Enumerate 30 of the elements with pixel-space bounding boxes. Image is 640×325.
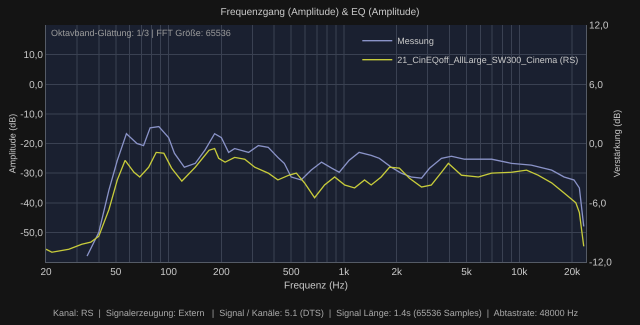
y2-tick-label: -6,0 <box>589 198 607 210</box>
legend-label: Messung <box>397 36 434 46</box>
y-tick-label: -20,0 <box>20 139 44 150</box>
y-tick-label: 0,0 <box>29 80 44 91</box>
y-tick-label: 10,0 <box>24 50 44 62</box>
x-tick-label: 20k <box>564 267 582 278</box>
y-tick-label: -40,0 <box>20 198 44 210</box>
x-tick-label: 20 <box>40 267 52 278</box>
legend-label: 21_CinEQoff_AllLarge_SW300_Cinema (RS) <box>397 55 578 66</box>
y2-tick-label: 6,0 <box>589 80 604 91</box>
y-tick-label: -10,0 <box>20 109 44 120</box>
y2-tick-label: -12,0 <box>589 258 612 268</box>
y-tick-label: -50,0 <box>20 228 44 239</box>
y2-axis-title: Verstärkung (dB) <box>612 110 622 178</box>
annotation: Oktavband-Glättung: 1/3 | FFT Größe: 65536 <box>51 28 231 38</box>
text: Kanal: RS | Signalerzeugung: Extern | Signal / Kanäle: 5.1 (DTS) | Signal Länge: 1.4s (65536 Samples) | Abtastrate: 48000 Hz <box>53 308 579 318</box>
x-tick-label: 5k <box>461 267 473 278</box>
y-axis-title: Amplitude (dB) <box>8 114 18 174</box>
x-tick-label: 200 <box>213 267 230 278</box>
x-tick-label: 100 <box>160 267 178 278</box>
y2-tick-label: 0,0 <box>589 139 604 150</box>
x-axis-title: Frequenz (Hz) <box>284 280 348 292</box>
x-tick-label: 10k <box>511 267 528 278</box>
x-tick-label: 1k <box>338 267 350 278</box>
x-tick-label: 2k <box>391 267 404 278</box>
y2-tick-label: 12,0 <box>589 20 609 32</box>
y-tick-label: -30,0 <box>20 168 44 180</box>
x-tick-label: 50 <box>110 267 122 278</box>
x-tick-label: 500 <box>282 267 300 278</box>
chart-title: Frequenzgang (Amplitude) & EQ (Amplitude) <box>220 7 420 18</box>
